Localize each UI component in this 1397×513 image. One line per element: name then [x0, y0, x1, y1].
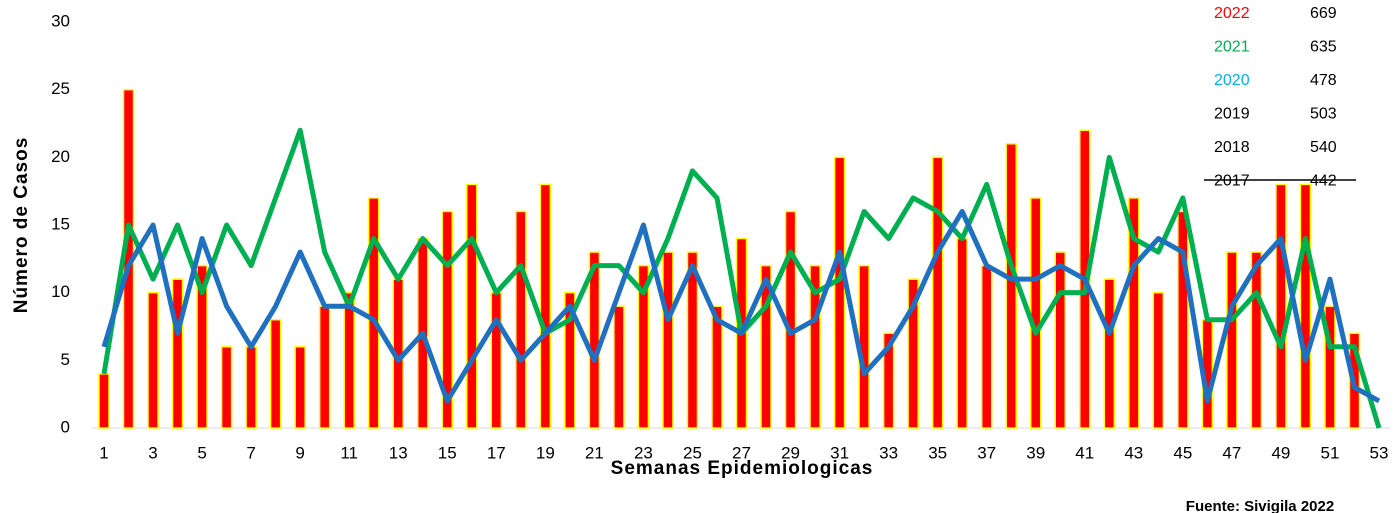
summary-year: 2022: [1214, 5, 1250, 22]
bar: [809, 264, 821, 429]
bar: [980, 264, 993, 429]
x-tick-label: 39: [1026, 443, 1045, 462]
x-tick-label: 51: [1321, 443, 1340, 462]
bar: [1299, 183, 1312, 429]
bar: [1005, 143, 1017, 429]
summary-year: 2017: [1214, 173, 1250, 190]
bar: [956, 237, 968, 429]
bar: [269, 318, 282, 429]
bar: [441, 210, 454, 429]
summary-year: 2021: [1214, 39, 1250, 56]
x-tick-label: 23: [634, 443, 653, 462]
bar: [318, 305, 331, 429]
x-tick-label: 27: [732, 443, 751, 462]
x-tick-label: 31: [830, 443, 849, 462]
bar: [515, 210, 527, 429]
x-tick-label: 29: [781, 443, 800, 462]
x-axis-label: Semanas Epidemiologicas: [611, 458, 874, 479]
x-tick-label: 9: [295, 443, 304, 462]
bar: [147, 291, 159, 429]
x-tick-label: 5: [197, 443, 206, 462]
bar: [662, 251, 674, 429]
bar: [245, 346, 257, 429]
x-tick-label: 3: [148, 443, 157, 462]
bar: [760, 264, 772, 429]
bar: [1103, 278, 1116, 429]
bar: [564, 291, 576, 429]
summary-total: 635: [1310, 39, 1337, 56]
x-tick-label: 7: [246, 443, 255, 462]
source: Fuente: Sivigila 2022: [1186, 498, 1334, 513]
x-tick-label: 1: [99, 443, 108, 462]
y-tick-label: 30: [51, 11, 70, 30]
bar: [1226, 251, 1238, 429]
y-tick-label: 5: [61, 350, 70, 369]
x-tick-label: 53: [1370, 443, 1389, 462]
bar: [490, 291, 503, 429]
x-tick-label: 19: [536, 443, 555, 462]
x-tick-label: 25: [683, 443, 702, 462]
bar: [1324, 305, 1336, 429]
summary-total: 503: [1310, 106, 1337, 123]
line: [101, 208, 1381, 404]
bar: [343, 291, 355, 429]
y-tick-label: 25: [51, 79, 70, 98]
summary-total: 442: [1310, 173, 1337, 190]
summary-year: 2020: [1214, 72, 1250, 89]
x-tick-label: 13: [389, 443, 408, 462]
x-tick-label: 21: [585, 443, 604, 462]
bar: [613, 305, 625, 429]
bar: [686, 251, 699, 429]
summary-total: 478: [1310, 72, 1337, 89]
y-axis-label: Número de Casos: [11, 137, 32, 314]
bar: [98, 373, 110, 429]
bar: [1128, 197, 1140, 429]
bar: [220, 346, 233, 429]
x-tick-label: 15: [438, 443, 457, 462]
bar: [171, 278, 184, 429]
bar: [637, 264, 650, 429]
x-tick-label: 49: [1271, 443, 1290, 462]
x-tick-label: 45: [1173, 443, 1192, 462]
bar: [1152, 291, 1165, 429]
bar: [1054, 251, 1066, 429]
bar: [882, 332, 895, 429]
x-tick-label: 33: [879, 443, 898, 462]
bar: [196, 264, 208, 429]
summary-year: 2019: [1214, 106, 1250, 123]
y-tick-label: 10: [51, 282, 70, 301]
bar: [711, 305, 723, 429]
summary-total: 669: [1310, 5, 1337, 22]
bar: [1177, 210, 1189, 429]
bar: [466, 183, 478, 429]
summary-year: 2018: [1214, 139, 1250, 156]
bar: [907, 278, 919, 429]
x-tick-label: 37: [977, 443, 996, 462]
bar: [1029, 197, 1042, 429]
bar: [539, 183, 552, 429]
x-tick-label: 17: [487, 443, 506, 462]
bar: [931, 156, 944, 429]
x-tick-label: 11: [340, 443, 358, 462]
summary-total: 540: [1310, 139, 1337, 156]
bar: [833, 156, 846, 429]
x-tick-label: 47: [1222, 443, 1241, 462]
x-tick-label: 43: [1124, 443, 1143, 462]
bar: [294, 346, 306, 429]
bar: [367, 197, 380, 429]
y-tick-label: 15: [51, 214, 70, 233]
y-tick-label: 0: [61, 417, 70, 436]
y-tick-label: 20: [51, 147, 70, 166]
x-tick-label: 35: [928, 443, 947, 462]
bar: [1275, 183, 1287, 429]
x-tick-label: 41: [1075, 443, 1094, 462]
bar: [1250, 251, 1263, 429]
